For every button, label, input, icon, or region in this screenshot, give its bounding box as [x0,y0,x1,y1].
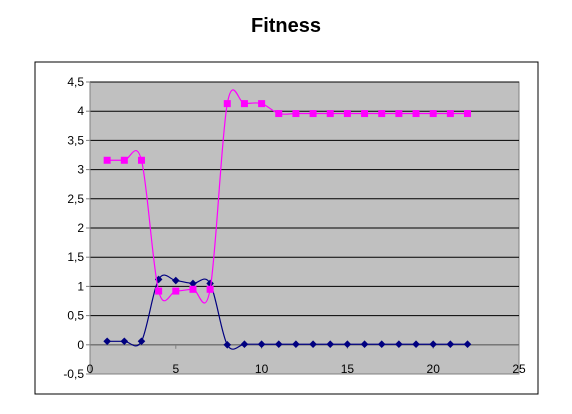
x-tick-label: 0 [87,362,94,376]
data-point-square [395,110,403,118]
y-tick-label: 4,5 [67,75,84,89]
data-point-square [429,110,437,118]
data-point-diamond [412,340,420,349]
data-point-diamond [120,337,129,346]
y-tick-label: 3 [77,163,84,177]
data-point-diamond [206,279,214,288]
data-point-square [172,287,180,295]
data-point-diamond [137,337,146,346]
data-point-diamond [189,279,197,288]
data-point-diamond [446,340,455,349]
series-group [103,89,472,350]
data-point-square [137,156,145,164]
y-tick-label: 1,5 [67,250,84,264]
series-line [107,274,468,350]
data-point-square [155,287,163,295]
y-tick-label: 1 [77,279,84,293]
data-point-diamond [154,275,163,284]
data-point-square [292,110,300,118]
data-point-square [361,110,369,118]
data-point-square [343,110,351,118]
x-tick-label: 10 [255,362,269,376]
data-point-diamond [377,340,386,349]
data-point-diamond [463,340,472,349]
data-point-square [258,100,266,108]
data-point-square [240,100,248,108]
x-tick-label: 25 [512,362,526,376]
tick-labels: -0,500,511,522,533,544,50 5 10 15 20 25 [63,75,526,381]
data-point-diamond [309,340,317,349]
data-point-diamond [172,276,180,285]
data-point-diamond [326,340,335,349]
data-point-diamond [240,340,249,349]
x-tick-label: 5 [172,362,179,376]
data-point-square [412,110,420,118]
data-point-square [103,156,111,164]
data-point-diamond [103,337,111,346]
y-tick-label: 2 [77,221,84,235]
data-point-square [189,285,197,293]
y-tick-label: 3,5 [67,133,84,147]
data-point-square [275,110,283,118]
data-point-square [120,156,128,164]
y-tick-label: 0,5 [67,309,84,323]
x-tick-label: 20 [427,362,441,376]
data-point-square [464,110,472,118]
data-point-diamond [429,340,437,349]
y-tick-label: -0,5 [63,367,84,381]
data-point-diamond [292,340,300,349]
data-point-diamond [343,340,352,349]
data-point-diamond [395,340,403,349]
data-point-square [326,110,334,118]
y-tick-label: 0 [77,338,84,352]
y-tick-label: 4 [77,104,84,118]
chart-title: Fitness [251,15,321,37]
data-point-square [378,110,386,118]
data-point-square [309,110,317,118]
data-point-diamond [223,341,232,349]
data-point-diamond [360,340,369,349]
data-point-diamond [257,340,266,349]
x-tick-label: 15 [341,362,355,376]
y-tick-label: 2,5 [67,192,84,206]
data-point-square [223,100,231,108]
data-point-square [446,110,454,118]
data-point-square [206,285,214,293]
data-point-diamond [274,340,283,349]
